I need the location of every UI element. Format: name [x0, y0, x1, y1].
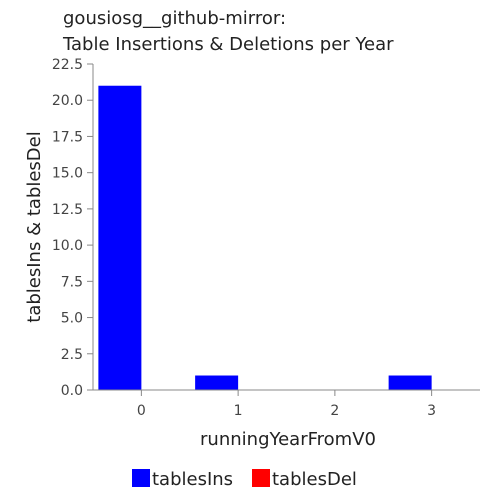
y-tick-label: 2.5: [61, 347, 83, 363]
y-tick-label: 22.5: [52, 57, 83, 73]
legend-swatch-tablesDel: [252, 469, 270, 487]
x-tick-label: 2: [330, 403, 339, 419]
legend-swatch-tablesIns: [132, 469, 150, 487]
y-tick-label: 12.5: [52, 202, 83, 218]
x-axis: 0 1 2 3: [93, 389, 480, 419]
x-axis-label: runningYearFromV0: [200, 429, 376, 450]
y-tick-label: 5.0: [61, 311, 83, 327]
bar-tablesIns-0: [98, 85, 142, 390]
x-tick-label: 3: [427, 403, 436, 419]
y-axis: 0.0 2.5 5.0 7.5 10.0 12.5 15.0 17.5 20.0 22.5: [52, 57, 94, 399]
x-tick-label: 0: [137, 403, 146, 419]
chart-title-line-1: gousiosg__github-mirror:: [63, 8, 286, 29]
y-tick-label: 15.0: [52, 166, 83, 182]
bar-tablesIns-3: [388, 375, 432, 390]
x-tick-label: 1: [234, 403, 243, 419]
legend-label-tablesDel: tablesDel: [272, 469, 357, 490]
y-axis-label: tablesIns & tablesDel: [24, 131, 45, 322]
plot-area: [98, 85, 432, 390]
y-tick-label: 10.0: [52, 238, 83, 254]
legend-label-tablesIns: tablesIns: [152, 469, 233, 490]
y-tick-label: 0.0: [61, 383, 83, 399]
legend: tablesIns tablesDel: [132, 469, 357, 490]
y-tick-label: 20.0: [52, 93, 83, 109]
chart-title: gousiosg__github-mirror: Table Insertion…: [62, 8, 394, 55]
chart-title-line-2: Table Insertions & Deletions per Year: [62, 34, 394, 55]
y-tick-label: 17.5: [52, 129, 83, 145]
bar-tablesIns-1: [195, 375, 239, 390]
y-tick-label: 7.5: [61, 274, 83, 290]
